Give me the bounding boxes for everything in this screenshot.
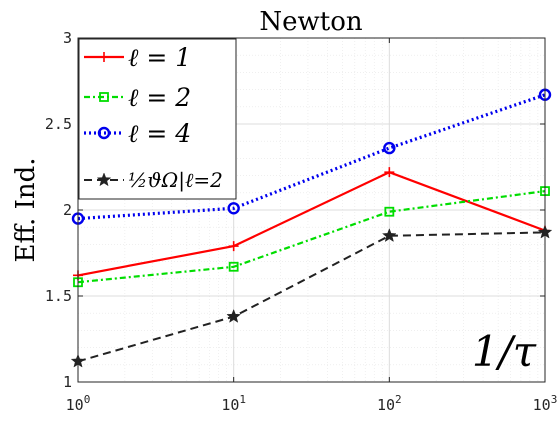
series-3-line <box>77 93 546 221</box>
series-1-point <box>384 167 395 178</box>
legend-label: ℓ = 4 <box>128 119 191 148</box>
y-axis-label: Eff. Ind. <box>11 158 41 263</box>
legend: ℓ = 1 ℓ = 2 ℓ = 4 ½ϑΩ|ℓ=2 <box>78 38 237 200</box>
y-tick-label: 2 <box>63 201 72 219</box>
series-2-point <box>384 206 395 217</box>
x-tick-label: 100 <box>66 393 91 414</box>
legend-marker <box>99 92 109 102</box>
series-2-line <box>77 190 546 284</box>
y-tick-label: 1 <box>63 373 72 391</box>
legend-item-3: ℓ = 4 <box>84 119 191 148</box>
series-2 <box>73 186 550 288</box>
series-1-line <box>77 171 546 277</box>
legend-marker <box>99 52 109 62</box>
x-tick-label: 101 <box>221 393 246 414</box>
legend-item-4: ½ϑΩ|ℓ=2 <box>84 168 223 193</box>
chart-title: Newton <box>259 7 362 37</box>
x-tick-label: 103 <box>533 393 558 414</box>
tick-labels: 100 101 102 103 1 1.5 2 2.5 3 <box>45 29 557 414</box>
series-4-point <box>226 308 241 323</box>
series-layer <box>70 88 553 368</box>
legend-box <box>78 38 237 200</box>
series-4-point <box>382 228 397 243</box>
x-tick-label: 102 <box>377 393 402 414</box>
legend-label: ℓ = 2 <box>128 83 191 112</box>
series-4-line <box>77 231 546 363</box>
y-tick-label: 3 <box>63 29 72 47</box>
series-2-point <box>228 261 239 272</box>
annotation-label: 1/τ <box>472 327 537 376</box>
legend-label: ℓ = 1 <box>128 43 191 72</box>
series-3-point <box>383 141 396 155</box>
legend-item-2: ℓ = 2 <box>84 83 191 112</box>
y-tick-label: 2.5 <box>45 115 72 133</box>
legend-marker <box>97 126 111 140</box>
legend-label: ½ϑΩ|ℓ=2 <box>128 168 223 193</box>
legend-marker <box>96 172 112 187</box>
y-tick-label: 1.5 <box>45 287 72 305</box>
series-1-point <box>228 241 239 252</box>
series-3-point <box>227 202 240 215</box>
legend-item-1: ℓ = 1 <box>84 43 191 72</box>
